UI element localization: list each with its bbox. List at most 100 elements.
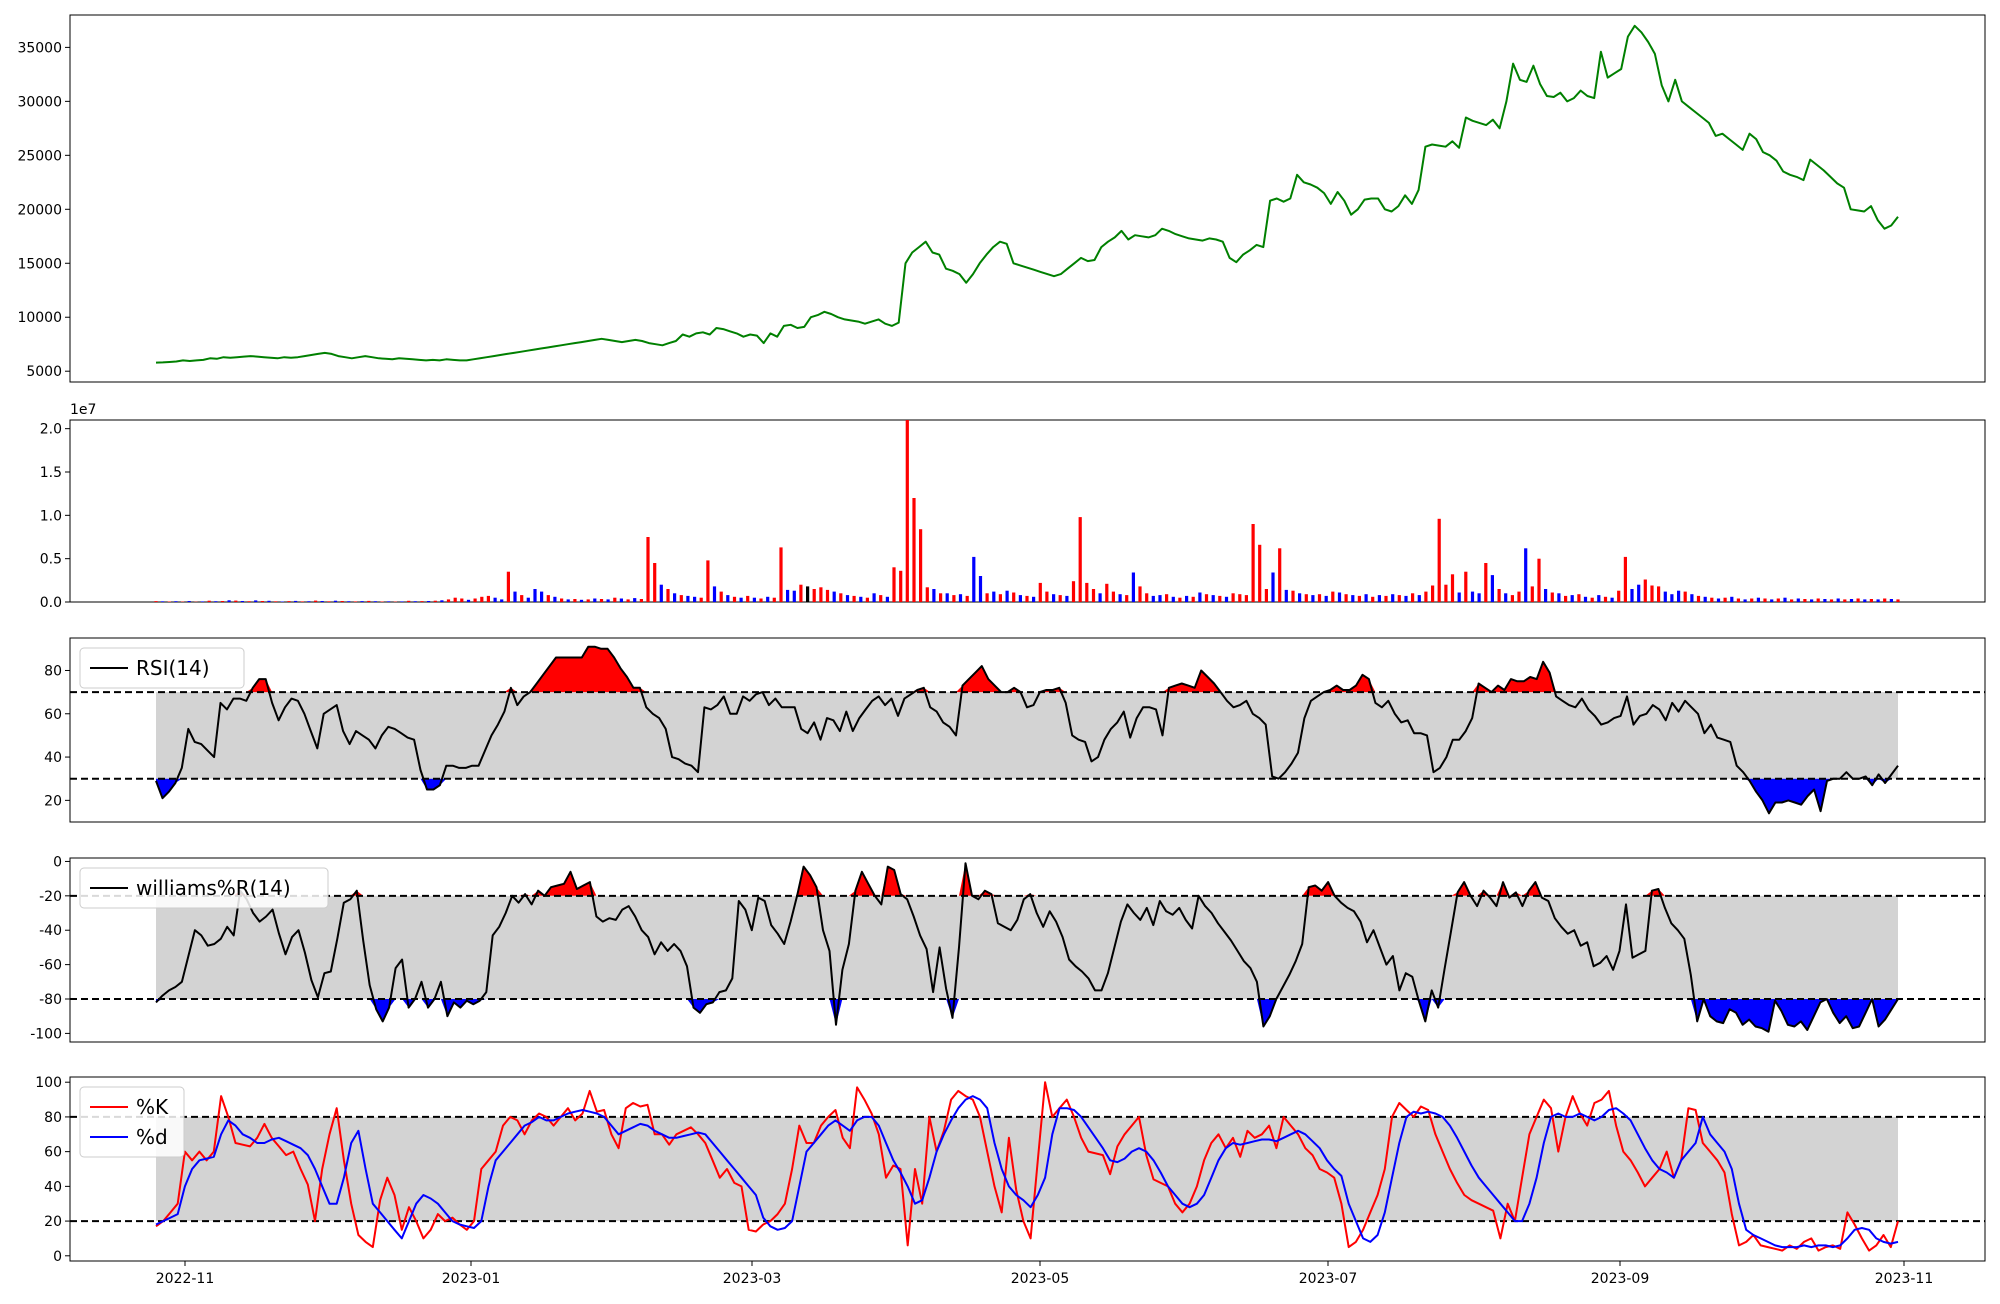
- volume-bar: [1178, 598, 1181, 602]
- volume-bar: [713, 586, 716, 602]
- volume-bar: [1464, 572, 1467, 602]
- volume-bar: [1684, 592, 1687, 602]
- volume-bar: [932, 589, 935, 602]
- volume-bar: [906, 420, 909, 602]
- volume-bar: [912, 498, 915, 602]
- volume-bar: [1185, 596, 1188, 602]
- volume-bar: [1863, 599, 1866, 602]
- volume-bar: [467, 600, 470, 602]
- volume-bar: [174, 601, 177, 602]
- volume-bar: [407, 601, 410, 602]
- volume-bar: [347, 601, 350, 602]
- volume-bar: [1311, 595, 1314, 602]
- volume-bar: [646, 537, 649, 602]
- volume-bar: [1138, 586, 1141, 602]
- volume-bar: [1198, 593, 1201, 603]
- volume-bar: [1730, 597, 1733, 602]
- williams-band-layer: [156, 863, 1898, 1031]
- volume-bar: [1783, 598, 1786, 602]
- volume-bar: [480, 597, 483, 602]
- volume-bar: [567, 599, 570, 602]
- volume-bar: [1165, 594, 1168, 602]
- volume-bar: [786, 590, 789, 602]
- volume-bar: [1630, 589, 1633, 602]
- volume-bar: [866, 598, 869, 602]
- x-tick-label: 2022-11: [156, 1271, 215, 1287]
- volume-bar: [201, 601, 204, 602]
- volume-bar: [1777, 599, 1780, 603]
- volume-bar: [1152, 596, 1155, 602]
- volume-bar: [354, 601, 357, 602]
- volume-bar: [1006, 591, 1009, 602]
- volume-bar: [301, 601, 304, 602]
- volume-bar: [1571, 595, 1574, 602]
- volume-bar: [241, 601, 244, 602]
- volume-bar: [1817, 599, 1820, 603]
- legend-label: %d: [136, 1125, 168, 1149]
- volume-bar: [381, 602, 384, 603]
- volume-bar: [294, 601, 297, 602]
- volume-bar: [1644, 580, 1647, 603]
- volume-bar: [434, 601, 437, 602]
- price-line: [156, 26, 1898, 363]
- y-tick-label: 60: [44, 707, 62, 723]
- volume-bar: [1737, 599, 1740, 603]
- volume-bar: [1657, 586, 1660, 602]
- volume-bars: [154, 420, 1899, 602]
- x-tick-label: 2023-01: [442, 1271, 501, 1287]
- volume-bar: [460, 599, 463, 603]
- volume-bar: [779, 547, 782, 602]
- volume-bar: [573, 599, 576, 602]
- volume-bar: [1511, 595, 1514, 602]
- volume-bar: [1577, 594, 1580, 602]
- volume-bar: [999, 594, 1002, 602]
- x-tick-label: 2023-03: [723, 1271, 782, 1287]
- volume-bar: [1258, 545, 1261, 602]
- volume-bar: [1065, 596, 1068, 602]
- volume-bar: [979, 576, 982, 602]
- volume-bar: [1697, 596, 1700, 602]
- volume-bar: [1365, 594, 1368, 602]
- volume-bar: [1837, 599, 1840, 603]
- volume-bar: [952, 595, 955, 602]
- y-tick-label: 40: [44, 750, 62, 766]
- volume-bar: [1478, 593, 1481, 602]
- volume-bar: [1597, 595, 1600, 602]
- volume-bar: [447, 599, 450, 602]
- volume-bar: [1557, 593, 1560, 602]
- volume-bar: [753, 598, 756, 602]
- volume-bar: [1537, 559, 1540, 602]
- volume-bar: [879, 595, 882, 602]
- volume-bar: [1704, 597, 1707, 602]
- volume-bar: [1125, 595, 1128, 602]
- volume-bar: [766, 597, 769, 602]
- y-tick-label: 100: [35, 1075, 62, 1091]
- volume-bar: [494, 598, 497, 602]
- volume-bar: [1205, 594, 1208, 602]
- volume-bar: [1604, 597, 1607, 602]
- volume-bar: [1039, 583, 1042, 602]
- rsi-band-layer: [156, 647, 1898, 814]
- volume-bar: [1045, 592, 1048, 602]
- volume-bar: [1504, 593, 1507, 602]
- volume-bar: [627, 599, 630, 602]
- volume-bar: [1252, 524, 1255, 602]
- y-tick-label: 40: [44, 1179, 62, 1195]
- y-tick-label: -40: [39, 923, 62, 939]
- y-tick-label: 30000: [17, 94, 62, 110]
- y-tick-label: 0.0: [40, 595, 62, 611]
- volume-bar: [666, 589, 669, 602]
- volume-bar: [1238, 594, 1241, 602]
- volume-bar: [1398, 595, 1401, 602]
- volume-bar: [1145, 593, 1148, 602]
- volume-bar: [939, 593, 942, 602]
- volume-bar: [633, 598, 636, 602]
- legend-label: %K: [136, 1095, 169, 1119]
- volume-bar: [1857, 599, 1860, 603]
- volume-bar: [1172, 597, 1175, 602]
- legend-label: williams%R(14): [136, 876, 291, 900]
- volume-bar: [946, 593, 949, 602]
- volume-bar: [1119, 594, 1122, 602]
- volume-bar: [1544, 589, 1547, 602]
